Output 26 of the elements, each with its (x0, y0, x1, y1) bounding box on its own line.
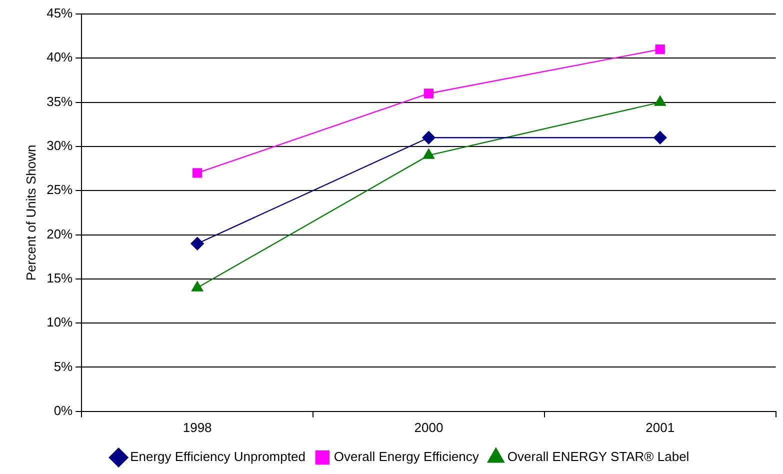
point (424, 88, 434, 98)
point (190, 237, 204, 250)
point (192, 281, 204, 292)
point (192, 168, 202, 178)
y-tick-label: 10% (46, 314, 74, 330)
y-tick-label: 5% (54, 358, 74, 374)
y-axis-title: Percent of Units Shown (23, 144, 38, 281)
y-tick-label: 25% (46, 182, 74, 198)
point (654, 96, 666, 106)
legend-label: Overall ENERGY STAR® Label (507, 449, 690, 464)
y-tick-label: 45% (46, 6, 74, 21)
y-tick-label: 30% (46, 138, 74, 154)
y-tick-label: 15% (46, 270, 74, 286)
y-tick-label: 0% (54, 402, 74, 418)
point (655, 44, 665, 54)
legend-label: Energy Efficiency Unprompted (130, 449, 306, 464)
point (422, 131, 436, 144)
x-tick-label: 2001 (646, 420, 675, 435)
y-tick-label: 35% (46, 94, 74, 109)
point (654, 131, 667, 144)
x-tick-label: 1998 (182, 420, 212, 435)
legend-label: Overall Energy Efficiency (334, 449, 480, 464)
y-tick-label: 20% (46, 226, 74, 242)
y-tick-label: 40% (46, 50, 74, 65)
x-tick-label: 2000 (414, 420, 444, 435)
point (422, 148, 435, 159)
